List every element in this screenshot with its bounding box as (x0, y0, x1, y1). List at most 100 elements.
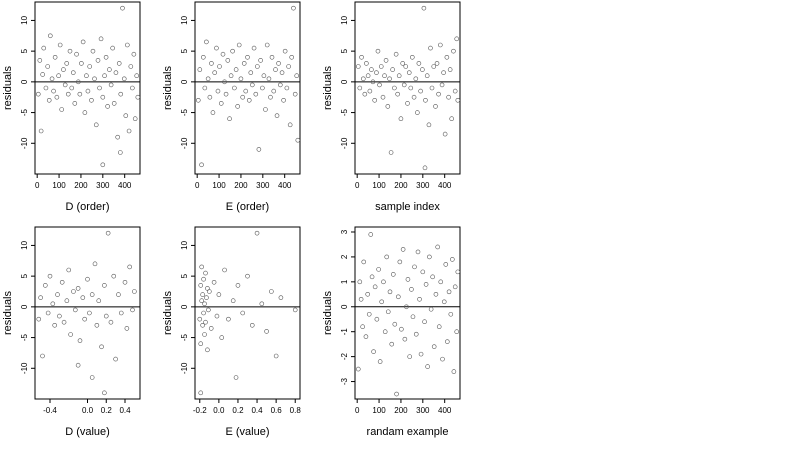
residual-point (215, 88, 221, 94)
residual-point (75, 362, 81, 368)
residual-point (369, 274, 375, 280)
residual-point (428, 306, 434, 312)
residual-point (45, 310, 51, 316)
residual-point (402, 336, 408, 342)
residual-point (249, 322, 255, 328)
residual-point (261, 73, 267, 79)
residual-point (455, 97, 461, 103)
residual-point (197, 67, 203, 72)
residual-point (281, 97, 286, 103)
plot-frame (34, 1, 141, 175)
residual-point (282, 48, 288, 54)
residual-point (446, 289, 452, 295)
residual-point (76, 79, 81, 85)
residual-point (361, 259, 367, 265)
residual-point (118, 91, 124, 97)
residual-point (205, 76, 211, 82)
residual-point (380, 94, 386, 100)
residual-point (232, 85, 237, 91)
y-tick-label: 10 (180, 240, 189, 249)
residual-point (226, 316, 231, 322)
residual-point (222, 79, 227, 85)
x-tick-label: 400 (438, 181, 452, 190)
residual-point (362, 91, 368, 97)
residual-point (199, 298, 204, 304)
residual-point (64, 61, 70, 66)
residual-point (130, 85, 135, 91)
residual-point (451, 48, 456, 54)
residual-point (365, 292, 370, 297)
residual-point (35, 91, 41, 97)
residual-point (230, 298, 236, 304)
residual-point (422, 319, 427, 325)
residual-point (241, 61, 247, 66)
residual-point (355, 366, 361, 372)
residual-point (421, 5, 427, 11)
plot-frame (194, 226, 301, 400)
residual-point (55, 292, 60, 297)
y-axis-title: residuals (322, 290, 334, 335)
x-axis-title: randam example (367, 426, 449, 438)
x-tick-label: 0.2 (101, 406, 113, 415)
residual-point (387, 76, 392, 82)
x-tick-label: 300 (416, 406, 430, 415)
residual-point (85, 276, 90, 282)
y-axis-title: residuals (162, 290, 174, 335)
residual-point (259, 301, 265, 307)
residual-point (203, 319, 208, 325)
residual-point (204, 39, 209, 45)
residual-point (245, 54, 250, 60)
residual-point (70, 70, 76, 75)
residual-point (449, 116, 454, 122)
residual-point (374, 70, 379, 75)
residual-point (89, 97, 94, 103)
y-tick-label: 5 (20, 48, 29, 53)
y-tick-label: -1 (340, 328, 349, 336)
residual-point (417, 296, 422, 302)
residual-point (217, 64, 222, 69)
residual-point (92, 76, 97, 82)
x-tick-label: 200 (394, 406, 408, 415)
residual-point (103, 313, 109, 319)
residual-point (37, 58, 43, 63)
residual-point (227, 116, 232, 122)
residual-point (366, 311, 372, 317)
residual-point (250, 82, 255, 88)
residual-point (66, 267, 72, 273)
residual-point (359, 54, 364, 60)
y-tick-label: -5 (20, 108, 29, 116)
y-tick-label: -5 (20, 333, 29, 341)
y-tick-label: 0 (340, 79, 349, 84)
residual-point (65, 91, 71, 97)
residual-point (122, 279, 128, 285)
residual-point (41, 45, 47, 51)
residual-point (258, 58, 263, 63)
x-tick-label: 0.0 (82, 406, 94, 415)
residual-point (442, 131, 448, 137)
residual-point (233, 375, 239, 380)
residual-point (100, 162, 106, 168)
residual-point (132, 116, 138, 122)
residual-point (264, 42, 270, 48)
residual-point (434, 61, 440, 66)
residual-point (431, 64, 437, 69)
residual-point (126, 128, 132, 134)
residual-point (260, 85, 265, 91)
residual-point (425, 364, 430, 369)
x-tick-label: 200 (74, 181, 88, 190)
residual-point (218, 101, 224, 106)
y-tick-label: 5 (180, 48, 189, 53)
residual-point (400, 61, 405, 66)
y-tick-label: -5 (180, 333, 189, 341)
residual-point (371, 349, 376, 354)
residual-point (238, 76, 244, 82)
y-tick-label: 10 (20, 15, 29, 24)
x-axis-title: D (value) (65, 426, 110, 438)
residual-point (269, 54, 275, 60)
residual-point (233, 67, 239, 72)
residual-point (358, 296, 364, 302)
residual-point (80, 295, 86, 300)
residual-point (382, 329, 388, 334)
residual-point (125, 42, 130, 48)
